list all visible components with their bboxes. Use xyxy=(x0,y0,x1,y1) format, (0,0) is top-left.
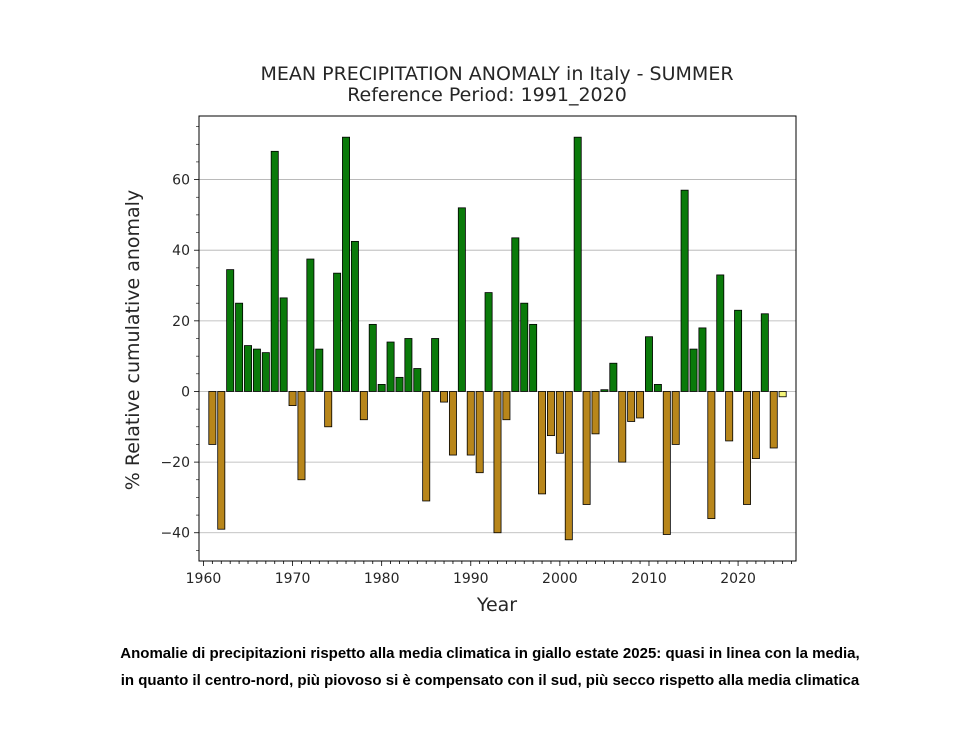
y-tick-label: −20 xyxy=(160,455,190,471)
figure-caption: Anomalie di precipitazioni rispetto alla… xyxy=(0,640,980,694)
x-tick-label: 2020 xyxy=(720,571,756,587)
y-tick-label: 40 xyxy=(172,243,190,259)
bar-2009 xyxy=(636,391,645,419)
bar-1971 xyxy=(297,391,306,481)
bar-1970 xyxy=(288,391,297,407)
bar-1991 xyxy=(475,391,484,474)
x-tick-label: 2000 xyxy=(542,571,578,587)
bar-2000 xyxy=(555,391,564,454)
bar-2005 xyxy=(600,389,609,392)
bar-2025 xyxy=(778,391,787,398)
bar-1999 xyxy=(546,391,555,437)
bar-1983 xyxy=(404,338,413,392)
bar-1993 xyxy=(493,391,502,534)
bar-1965 xyxy=(244,345,252,392)
bar-2010 xyxy=(645,336,653,392)
bar-1961 xyxy=(208,391,217,445)
bar-2004 xyxy=(591,391,600,435)
bar-2017 xyxy=(707,391,716,520)
bar-2008 xyxy=(627,391,636,422)
y-tick-label: 60 xyxy=(172,173,190,189)
bar-1979 xyxy=(368,323,377,392)
x-axis-label: Year xyxy=(476,594,517,616)
bar-2012 xyxy=(662,391,671,535)
chart-title: MEAN PRECIPITATION ANOMALY in Italy - SU… xyxy=(260,63,733,85)
bar-1969 xyxy=(279,297,288,392)
bar-2016 xyxy=(698,327,707,392)
bar-2014 xyxy=(680,189,689,392)
bar-2021 xyxy=(743,391,751,505)
bar-1980 xyxy=(377,384,386,392)
y-tick-label: 20 xyxy=(172,314,190,330)
precipitation-anomaly-chart: MEAN PRECIPITATION ANOMALY in Italy - SU… xyxy=(122,63,797,616)
bar-2023 xyxy=(760,313,769,392)
bar-1986 xyxy=(431,338,440,392)
y-tick-label: −40 xyxy=(160,526,190,542)
bar-1981 xyxy=(386,341,395,392)
bar-1994 xyxy=(502,391,511,421)
bar-2003 xyxy=(582,391,591,505)
chart-subtitle: Reference Period: 1991_2020 xyxy=(347,84,627,106)
bar-2020 xyxy=(734,309,743,392)
bar-2002 xyxy=(573,136,582,392)
bar-1974 xyxy=(324,391,333,428)
bar-1988 xyxy=(448,391,457,456)
bar-1963 xyxy=(226,269,235,392)
y-tick-label: 0 xyxy=(181,384,190,400)
bar-2019 xyxy=(725,391,734,442)
bar-1982 xyxy=(395,376,404,392)
bar-2001 xyxy=(564,391,573,541)
bar-1964 xyxy=(235,302,244,392)
x-tick-label: 1960 xyxy=(186,571,222,587)
bar-1968 xyxy=(270,150,279,392)
bar-2013 xyxy=(671,391,680,445)
x-tick-label: 1990 xyxy=(453,571,489,587)
bar-2015 xyxy=(689,348,698,392)
bar-1977 xyxy=(350,240,359,392)
bar-1972 xyxy=(306,258,315,392)
x-tick-label: 2010 xyxy=(631,571,667,587)
bar-1962 xyxy=(217,391,226,530)
bar-1966 xyxy=(252,348,261,392)
bars xyxy=(208,136,787,541)
x-tick-label: 1970 xyxy=(275,571,311,587)
bar-2006 xyxy=(609,362,618,392)
bar-2007 xyxy=(618,391,627,463)
bar-2018 xyxy=(716,274,725,392)
bar-1997 xyxy=(529,323,538,392)
bar-1996 xyxy=(520,302,529,392)
bar-1967 xyxy=(261,352,270,392)
bar-1976 xyxy=(342,136,350,392)
bar-1973 xyxy=(315,348,324,392)
bar-1990 xyxy=(466,391,475,456)
bar-2022 xyxy=(751,391,760,459)
bar-1975 xyxy=(333,272,342,392)
caption-line-1: Anomalie di precipitazioni rispetto alla… xyxy=(120,645,860,662)
bar-2024 xyxy=(769,391,778,449)
bar-1989 xyxy=(457,207,466,392)
axis-ticks: 1960 1970 1980 1990 2000 2010 2020 −40 −20 0 20 40 6… xyxy=(160,126,792,587)
x-tick-label: 1980 xyxy=(364,571,400,587)
bar-1998 xyxy=(538,391,547,495)
y-axis-label: % Relative cumulative anomaly xyxy=(122,190,144,490)
caption-line-2: in quanto il centro-nord, più piovoso si… xyxy=(120,672,860,689)
bar-1992 xyxy=(484,292,493,392)
bar-1985 xyxy=(422,391,431,502)
bar-1984 xyxy=(413,368,422,392)
bar-2011 xyxy=(653,384,662,392)
bar-1987 xyxy=(440,391,449,403)
bar-1978 xyxy=(359,391,368,421)
bar-1995 xyxy=(511,237,520,392)
